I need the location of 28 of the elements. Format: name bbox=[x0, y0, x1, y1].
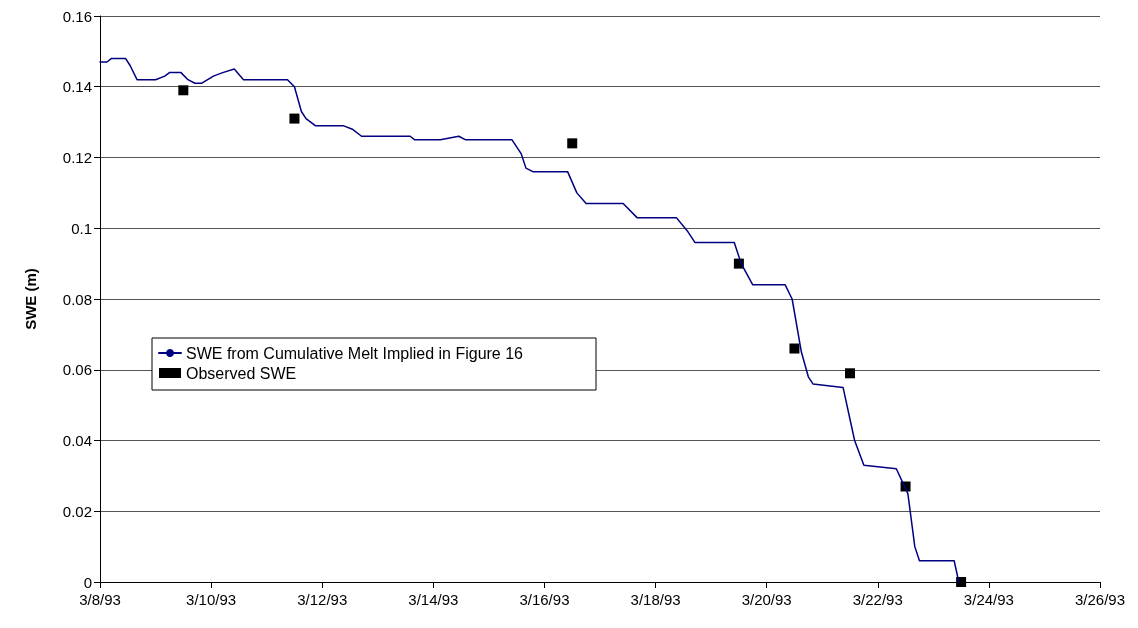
y-tick-label: 0 bbox=[83, 573, 92, 591]
point bbox=[178, 85, 189, 96]
y-tick-label: 0.1 bbox=[71, 219, 92, 237]
y-tick-label: 0.02 bbox=[62, 502, 92, 520]
x-tick-label: 3/8/93 bbox=[79, 591, 121, 608]
y-tick-label: 0.06 bbox=[62, 361, 92, 379]
point bbox=[956, 577, 967, 587]
y-tick-label: 0.14 bbox=[62, 78, 92, 96]
x-tick-label: 3/26/93 bbox=[1074, 591, 1126, 608]
y-tick-label: 0.12 bbox=[62, 149, 92, 166]
x-tick-label: 3/12/93 bbox=[297, 591, 348, 608]
x-tick-label: 3/16/93 bbox=[519, 591, 570, 608]
legend-label: SWE from Cumulative Melt Implied in Figure 16 bbox=[186, 344, 524, 362]
point bbox=[789, 343, 800, 354]
y-tick-label: 0.08 bbox=[62, 290, 92, 308]
x-tick-label: 3/14/93 bbox=[408, 591, 459, 608]
x-tick-label: 3/24/93 bbox=[963, 591, 1014, 608]
y-tick-label: 0.16 bbox=[62, 7, 92, 25]
point bbox=[845, 368, 855, 379]
y-axis-title: SWE (m) bbox=[22, 268, 39, 330]
x-tick-label: 3/22/93 bbox=[852, 591, 903, 608]
point bbox=[567, 138, 578, 149]
x-tick-label: 3/10/93 bbox=[186, 591, 237, 608]
point bbox=[289, 113, 300, 124]
legend-label: Observed SWE bbox=[186, 364, 297, 382]
x-tick-label: 3/18/93 bbox=[630, 591, 681, 608]
y-tick-label: 0.04 bbox=[62, 432, 92, 449]
x-tick-label: 3/20/93 bbox=[741, 591, 792, 608]
